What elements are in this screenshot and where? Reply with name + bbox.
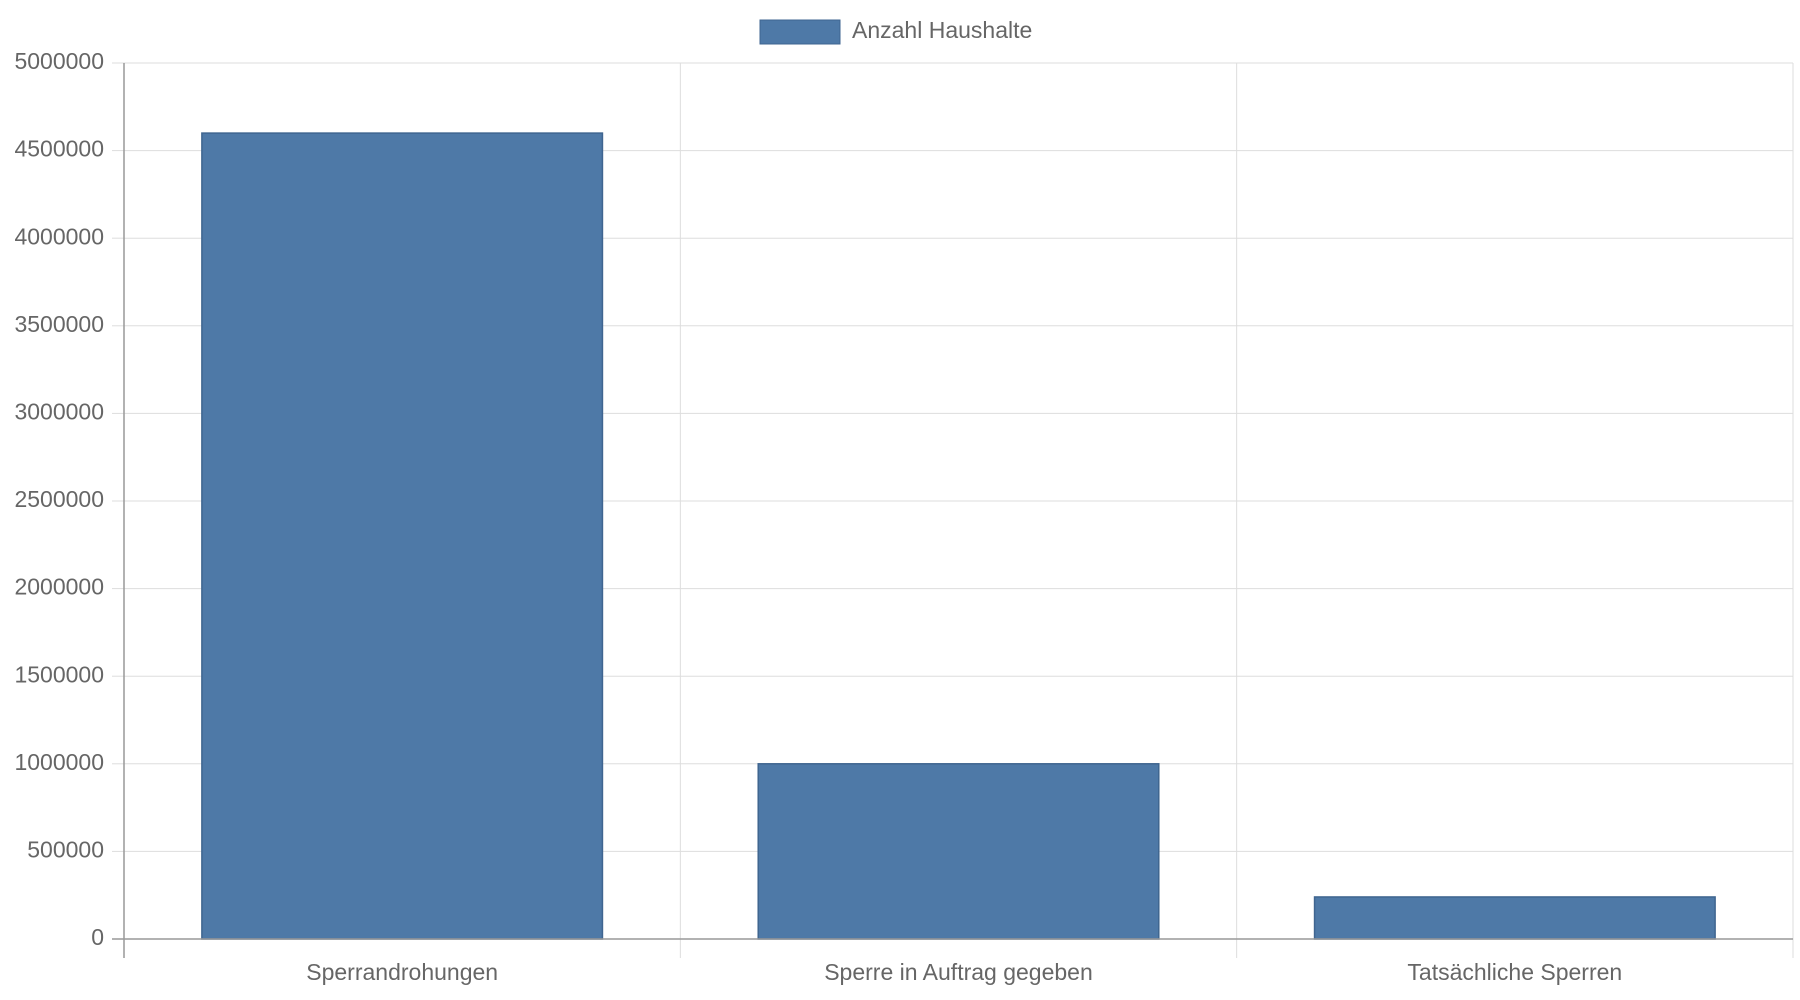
y-tick-label: 2500000 <box>14 486 104 512</box>
y-tick-label: 1500000 <box>14 661 104 687</box>
y-tick-label: 3000000 <box>14 398 104 424</box>
bar <box>757 763 1160 940</box>
x-tick-label: Tatsächliche Sperren <box>1407 959 1622 985</box>
bar <box>1313 896 1716 940</box>
y-tick-label: 3500000 <box>14 311 104 337</box>
x-tick-label: Sperre in Auftrag gegeben <box>824 959 1093 985</box>
bar <box>201 132 604 940</box>
y-tick-label: 500000 <box>27 836 104 862</box>
y-tick-label: 4000000 <box>14 223 104 249</box>
y-tick-label: 0 <box>91 924 104 950</box>
x-tick-label: Sperrandrohungen <box>306 959 498 985</box>
y-tick-label: 5000000 <box>14 48 104 74</box>
y-tick-label: 2000000 <box>14 574 104 600</box>
y-tick-label: 4500000 <box>14 136 104 162</box>
y-tick-label: 1000000 <box>14 749 104 775</box>
legend-label: Anzahl Haushalte <box>852 17 1032 43</box>
legend-swatch <box>759 19 841 45</box>
